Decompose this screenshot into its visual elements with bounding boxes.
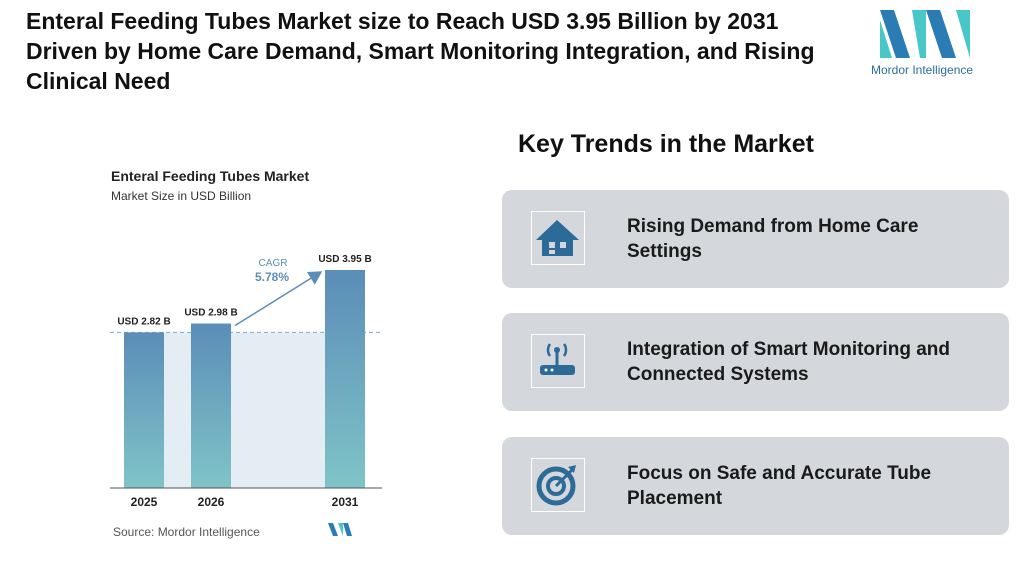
source: Source: Mordor Intelligence xyxy=(113,525,260,539)
x-tick-label: 2031 xyxy=(332,495,359,509)
trend-text: Focus on Safe and Accurate Tube Placemen… xyxy=(627,463,932,509)
x-tick-label: 2025 xyxy=(131,495,158,509)
x-tick-label: 2026 xyxy=(198,495,225,509)
logo-mark xyxy=(880,10,970,58)
chart-title: Enteral Feeding Tubes Market xyxy=(111,168,309,184)
chart: Enteral Feeding Tubes Market Market Size… xyxy=(110,168,382,539)
bar xyxy=(325,270,365,488)
annotation: CAGR xyxy=(259,258,288,269)
icon xyxy=(531,211,585,265)
trend-text: Integration of Smart Monitoring and Conn… xyxy=(627,339,950,385)
cagr-arrow xyxy=(234,271,323,327)
shaded-area xyxy=(164,332,325,488)
logo-text: Mordor Intelligence xyxy=(871,63,974,77)
value-label: USD 3.95 B xyxy=(318,254,371,265)
small-logo xyxy=(328,523,352,536)
trend-text: Rising Demand from Home Care Settings xyxy=(627,216,919,262)
icon xyxy=(531,334,585,388)
bar xyxy=(191,323,231,488)
trend-card: Focus on Safe and Accurate Tube Placemen… xyxy=(502,437,1009,535)
icon xyxy=(531,458,585,512)
trend-card: Integration of Smart Monitoring and Conn… xyxy=(502,313,1009,411)
trend-card: Rising Demand from Home Care Settings xyxy=(502,190,1009,288)
page-title: Enteral Feeding Tubes Market size to Rea… xyxy=(26,8,815,94)
value-label: USD 2.98 B xyxy=(184,308,237,319)
trends-title: Key Trends in the Market xyxy=(518,130,814,158)
bar xyxy=(124,332,164,488)
chart-subtitle: Market Size in USD Billion xyxy=(111,189,251,203)
annotation: 5.78% xyxy=(255,270,289,284)
value-label: USD 2.82 B xyxy=(117,316,170,327)
